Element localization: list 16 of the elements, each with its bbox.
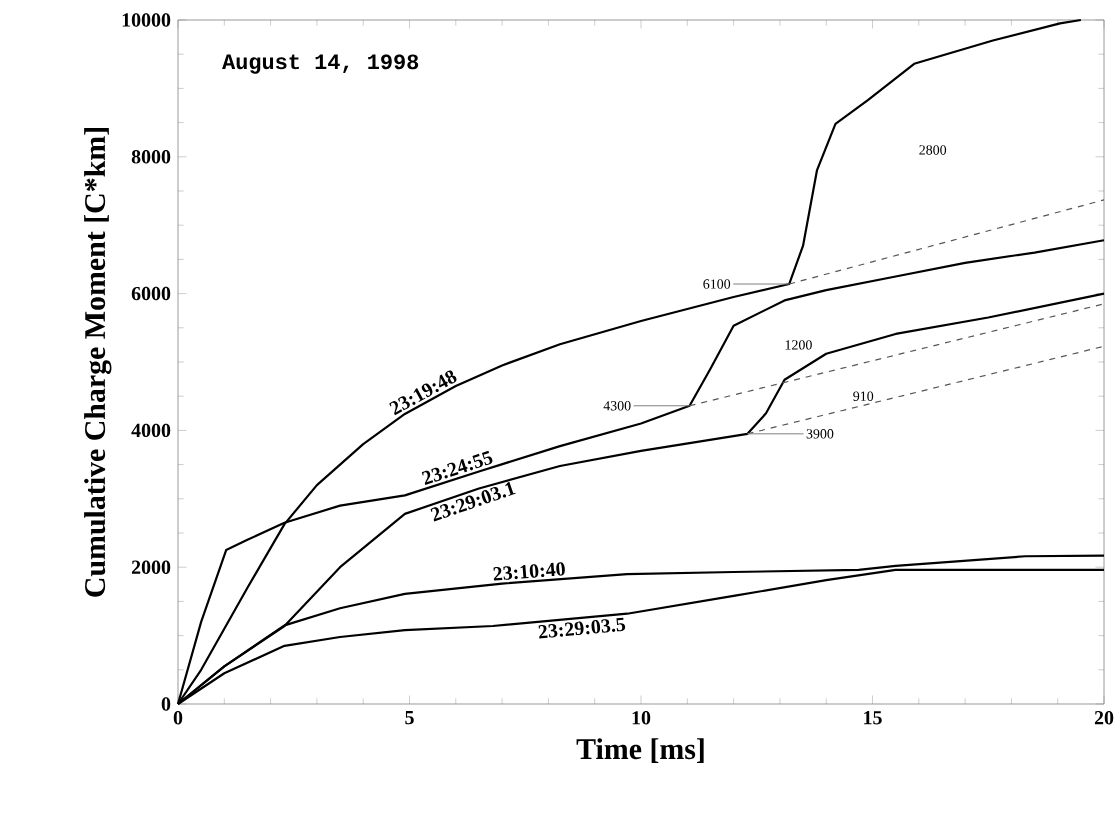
y-tick-label: 8000 bbox=[131, 150, 171, 164]
y-axis-title: Cumulative Charge Moment [C*km] bbox=[84, 128, 112, 597]
y-tick-label: 2000 bbox=[131, 560, 171, 574]
x-tick-label: 0 bbox=[173, 711, 183, 725]
x-tick-label: 20 bbox=[1094, 711, 1114, 725]
x-tick-label: 15 bbox=[864, 711, 882, 725]
y-tick-label: 10000 bbox=[122, 13, 171, 27]
x-tick-label: 10 bbox=[632, 711, 651, 725]
annotation: August 14, 1998 bbox=[222, 54, 419, 74]
y-tick-label: 4000 bbox=[131, 423, 171, 438]
x-axis-title: Time [ms] bbox=[576, 738, 704, 763]
y-tick-label: 6000 bbox=[131, 286, 171, 301]
series-label: 23:10:40 bbox=[493, 562, 565, 581]
x-tick-label: 5 bbox=[405, 711, 414, 725]
y-tick-label: 0 bbox=[161, 697, 171, 711]
text: 23:29:03.5 bbox=[538, 617, 626, 639]
